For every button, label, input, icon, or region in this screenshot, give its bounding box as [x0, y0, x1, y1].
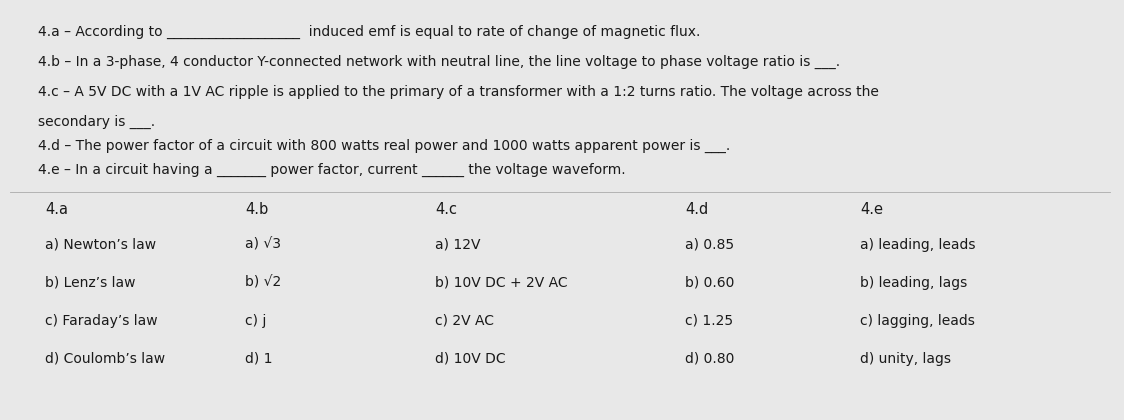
Text: secondary is ___.: secondary is ___.	[38, 115, 155, 129]
Text: c) 1.25: c) 1.25	[685, 314, 733, 328]
Text: d) 1: d) 1	[245, 352, 272, 366]
Text: 4.c: 4.c	[435, 202, 457, 217]
Text: d) 0.80: d) 0.80	[685, 352, 734, 366]
Text: c) 2V AC: c) 2V AC	[435, 314, 495, 328]
Text: 4.c – A 5V DC with a 1V AC ripple is applied to the primary of a transformer wit: 4.c – A 5V DC with a 1V AC ripple is app…	[38, 85, 879, 99]
Text: 4.b – In a 3-phase, 4 conductor Y-connected network with neutral line, the line : 4.b – In a 3-phase, 4 conductor Y-connec…	[38, 55, 840, 69]
Text: a) 12V: a) 12V	[435, 238, 480, 252]
Text: b) 0.60: b) 0.60	[685, 276, 734, 290]
Text: d) 10V DC: d) 10V DC	[435, 352, 506, 366]
Text: b) √2: b) √2	[245, 276, 281, 290]
Text: 4.e: 4.e	[860, 202, 883, 217]
Text: 4.d: 4.d	[685, 202, 708, 217]
Text: 4.d – The power factor of a circuit with 800 watts real power and 1000 watts app: 4.d – The power factor of a circuit with…	[38, 139, 731, 152]
Text: b) 10V DC + 2V AC: b) 10V DC + 2V AC	[435, 276, 568, 290]
Text: d) unity, lags: d) unity, lags	[860, 352, 951, 366]
Text: 4.b: 4.b	[245, 202, 269, 217]
Text: a) √3: a) √3	[245, 238, 281, 252]
Text: 4.a: 4.a	[45, 202, 67, 217]
Text: a) leading, leads: a) leading, leads	[860, 238, 976, 252]
Text: a) 0.85: a) 0.85	[685, 238, 734, 252]
Text: b) leading, lags: b) leading, lags	[860, 276, 968, 290]
Text: b) Lenz’s law: b) Lenz’s law	[45, 276, 136, 290]
Text: c) j: c) j	[245, 314, 266, 328]
Text: d) Coulomb’s law: d) Coulomb’s law	[45, 352, 165, 366]
Text: c) Faraday’s law: c) Faraday’s law	[45, 314, 157, 328]
Text: 4.a – According to ___________________  induced emf is equal to rate of change o: 4.a – According to ___________________ i…	[38, 25, 700, 39]
Text: a) Newton’s law: a) Newton’s law	[45, 238, 156, 252]
Text: 4.e – In a circuit having a _______ power factor, current ______ the voltage wav: 4.e – In a circuit having a _______ powe…	[38, 163, 626, 177]
Text: c) lagging, leads: c) lagging, leads	[860, 314, 975, 328]
